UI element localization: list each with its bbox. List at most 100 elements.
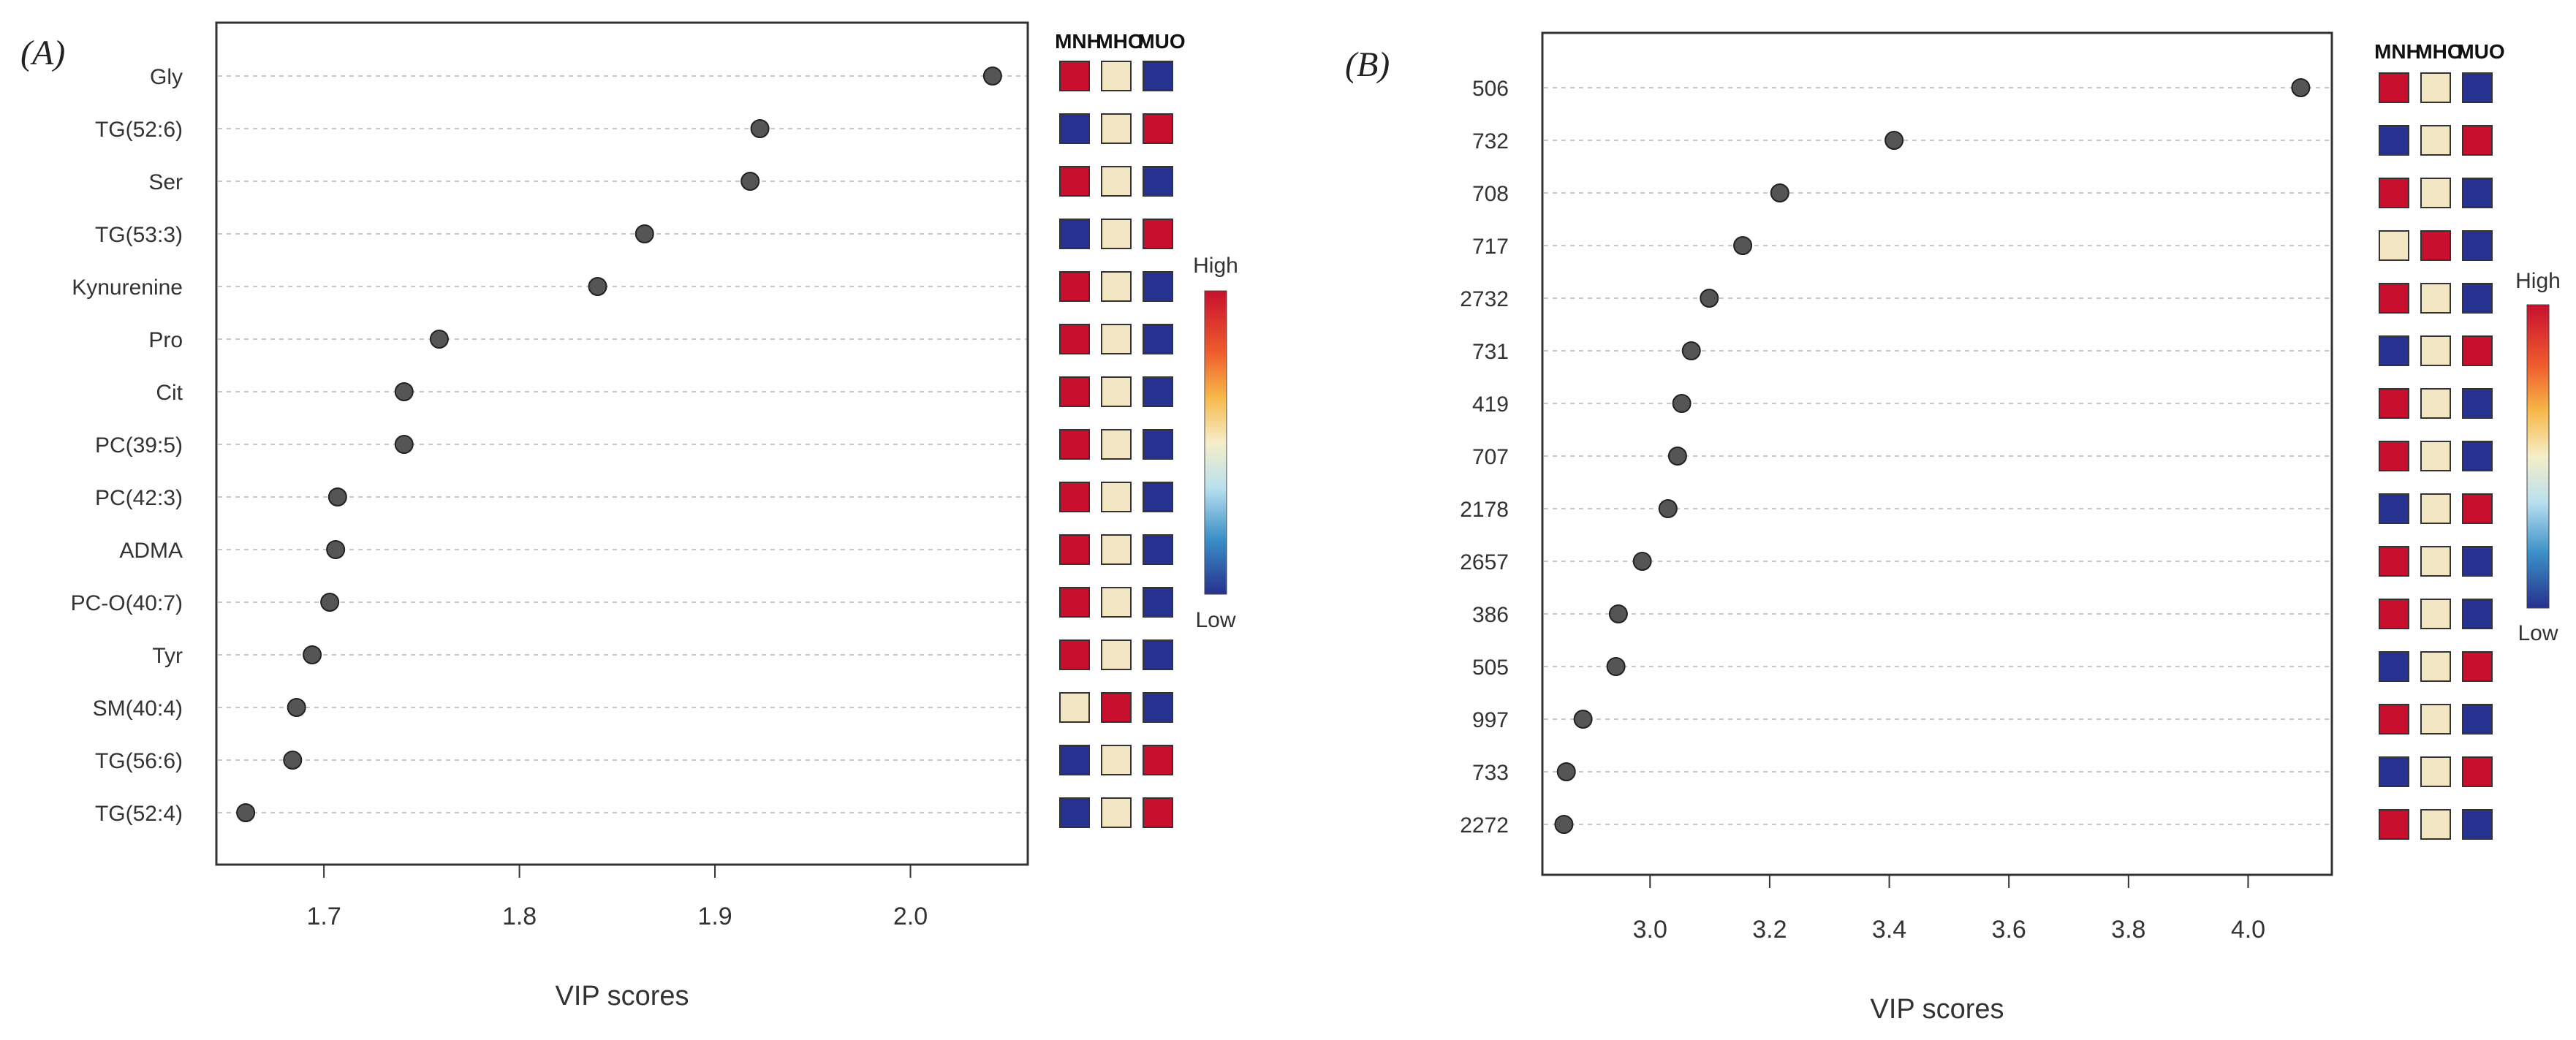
heatmap-cell [2462,704,2493,735]
data-point [982,67,1002,86]
y-tick-label: 2657 [1460,550,1509,574]
heatmap-cell [2379,493,2409,524]
y-tick-label: Kynurenine [72,276,183,300]
y-tick-label: 386 [1472,603,1509,627]
heatmap-cell [2462,756,2493,787]
data-point [394,435,414,454]
data-point [588,277,607,296]
y-tick-label: PC(42:3) [95,486,183,510]
data-point [1608,604,1628,623]
heatmap-cell [1143,61,1173,91]
heatmap-cell [1059,587,1090,618]
legend-high-label: High [1193,254,1238,278]
data-point [740,172,760,191]
heatmap-cell [2462,125,2493,156]
heatmap-cell [1143,113,1173,144]
legend-low-label: Low [1195,608,1235,632]
color-legend: High Low [1193,254,1238,632]
data-point [327,487,347,506]
x-tick-label: 3.4 [1872,916,1906,944]
heatmap-cell [1101,429,1132,460]
data-point [1606,657,1626,676]
y-tick-label: 707 [1472,445,1509,469]
legend-low-label: Low [2518,621,2558,645]
data-point [394,382,414,401]
data-point [634,224,654,243]
heatmap-cell [2420,704,2451,735]
heatmap-cell [1143,271,1173,302]
heatmap-cell [2379,651,2409,682]
y-tick-label: PC(39:5) [95,433,183,458]
heatmap-cell [1101,587,1132,618]
data-point [1573,710,1593,729]
y-tick-label: Pro [148,328,183,352]
heatmap-cell [2379,283,2409,314]
heatmap-cell [2379,704,2409,735]
data-point [1672,394,1692,413]
heatmap-cell [1101,271,1132,302]
panel-label: (A) [20,34,65,72]
heatmap-cell [2379,599,2409,629]
heatmap-cell [1143,587,1173,618]
heatmap-cell [1059,219,1090,249]
rows: 506 732 708 717 2732 731 419 707 2178 2657 386 505 9… [1460,77,2330,838]
heatmap-cell [1059,429,1090,460]
data-point [2291,78,2311,97]
heatmap-cell [2379,546,2409,577]
heatmap-cell [1101,797,1132,828]
heatmap-cell [2420,125,2451,156]
panel-a: (A) Gly TG(52:6) Ser TG(53:3) Kynurenine Pro C… [20,21,1238,1011]
x-tick-label: 4.0 [2231,916,2265,944]
heatmap-cell [2462,651,2493,682]
legend-color-bar [1204,290,1227,595]
heatmap-cell [2379,230,2409,261]
heatmap-column-label: MNH [2374,40,2421,63]
y-tick-label: Cit [156,381,183,405]
heatmap-cell [2462,72,2493,103]
heatmap-cell [2420,335,2451,366]
heatmap-cell [1059,745,1090,775]
y-tick-label: 505 [1472,656,1509,680]
x-tick-label: 3.6 [1992,916,2026,944]
heatmap-cell [2462,493,2493,524]
heatmap-cell [1143,219,1173,249]
heatmap-cell [2462,441,2493,471]
x-tick-label: 3.0 [1633,916,1667,944]
data-point [1556,762,1576,781]
x-axis-label: VIP scores [1870,994,2004,1025]
data-point [1884,131,1904,150]
heatmap-cell [1101,639,1132,670]
heatmap-cell [1101,219,1132,249]
legend-color-bar [2526,304,2550,609]
heatmap-cell [2420,230,2451,261]
heatmap-column-label: MHO [1096,30,1143,53]
x-axis-label: VIP scores [555,981,689,1011]
heatmap-cell [1101,61,1132,91]
heatmap-cell [2379,388,2409,419]
heatmap-cell [1143,534,1173,565]
data-point [326,540,346,559]
heatmap-cell [2420,651,2451,682]
heatmap-cell [2462,178,2493,208]
heatmap-cell [2379,335,2409,366]
y-tick-label: SM(40:4) [93,697,183,721]
heatmap-column-label: MUO [1137,30,1185,53]
y-tick-label: TG(53:3) [95,223,183,247]
heatmap-cell [1143,482,1173,512]
data-point [303,645,322,664]
y-tick-label: 419 [1472,392,1509,417]
data-point [320,593,340,612]
heatmap-cell [2379,756,2409,787]
heatmap-cell [2462,230,2493,261]
heatmap-cell [1143,639,1173,670]
heatmap-cell [1059,324,1090,354]
heatmap-cell [1059,61,1090,91]
heatmap-cell [2420,493,2451,524]
y-tick-label: Tyr [152,644,183,668]
heatmap-cell [1101,692,1132,723]
heatmap-cell [2379,441,2409,471]
heatmap-cell [2379,809,2409,840]
x-tick-label: 3.8 [2111,916,2145,944]
y-tick-label: Ser [148,170,183,194]
x-axis: 1.7 1.8 1.9 2.0 [306,865,928,930]
